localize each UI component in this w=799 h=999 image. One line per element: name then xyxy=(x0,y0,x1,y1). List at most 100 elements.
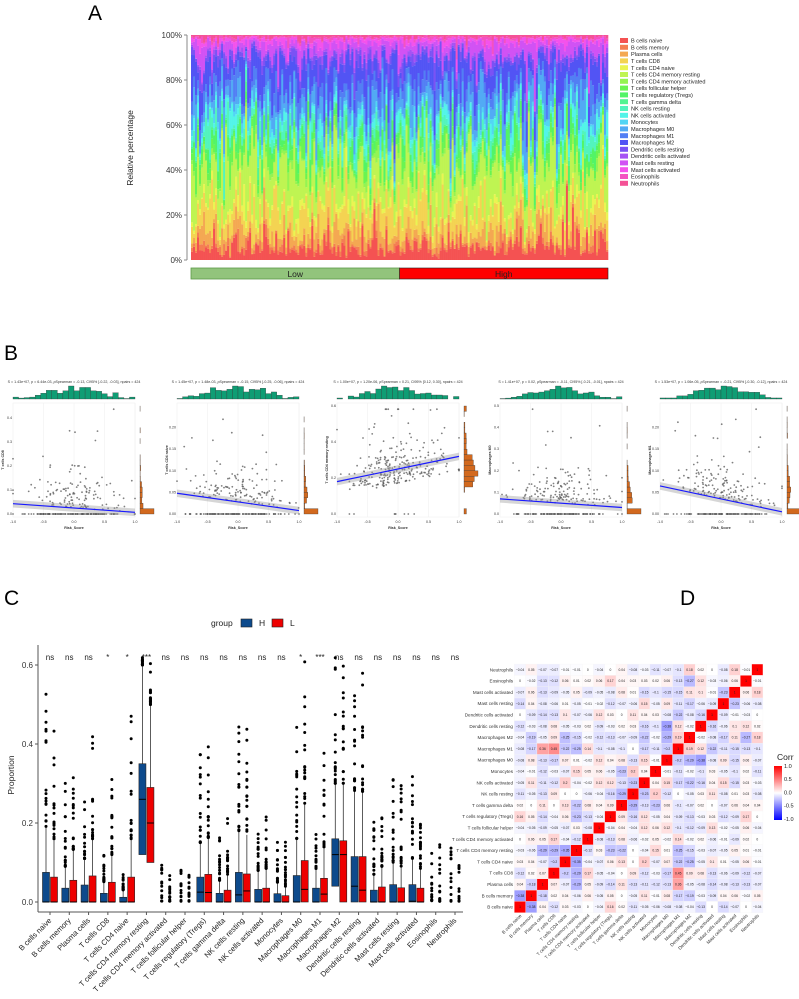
bar-segment xyxy=(569,150,573,153)
bar-segment xyxy=(323,184,326,206)
bar-segment xyxy=(305,173,308,180)
bar-segment xyxy=(435,165,438,169)
bar-segment xyxy=(557,168,561,175)
bar-segment xyxy=(427,184,430,203)
bar-segment xyxy=(519,199,523,226)
bar-segment xyxy=(245,48,248,52)
bar-segment xyxy=(465,245,468,260)
bar-segment xyxy=(255,35,258,37)
bar-segment xyxy=(421,95,424,98)
bar-segment xyxy=(537,50,541,59)
bar-segment xyxy=(235,176,238,190)
bar-segment xyxy=(421,192,424,222)
bar-segment xyxy=(411,177,414,188)
bar-segment xyxy=(297,72,300,104)
bar-segment xyxy=(239,42,242,51)
bar-segment xyxy=(519,98,523,101)
bar-segment xyxy=(509,40,513,43)
bar-segment xyxy=(575,91,579,102)
bar-segment xyxy=(311,48,314,58)
bar-segment xyxy=(197,200,200,204)
bar-segment xyxy=(551,36,555,39)
bar-segment xyxy=(231,35,234,38)
bar-segment xyxy=(305,193,308,196)
bar-segment xyxy=(291,196,294,207)
bar-segment xyxy=(533,249,537,254)
bar-segment xyxy=(545,214,549,242)
bar-segment xyxy=(493,203,497,251)
bar-segment xyxy=(285,132,288,139)
bar-segment xyxy=(321,64,324,70)
bar-segment xyxy=(423,38,426,42)
bar-segment xyxy=(469,115,472,116)
bar-segment xyxy=(217,189,220,199)
bar-segment xyxy=(475,35,478,40)
bar-segment xyxy=(313,256,316,260)
bar-segment xyxy=(251,39,254,43)
bar-segment xyxy=(529,85,533,141)
bar-segment xyxy=(237,251,240,260)
bar-segment xyxy=(339,121,342,128)
bar-segment xyxy=(213,123,216,129)
bar-segment xyxy=(257,197,260,229)
bar-segment xyxy=(199,38,202,40)
bar-segment xyxy=(287,113,290,141)
bar-segment xyxy=(255,48,258,52)
bar-segment xyxy=(341,167,344,179)
bar-segment xyxy=(391,253,394,260)
bar-segment xyxy=(233,132,236,137)
bar-segment xyxy=(509,236,513,240)
bar-segment xyxy=(221,128,224,131)
bar-segment xyxy=(383,238,386,256)
bar-segment xyxy=(559,130,563,137)
bar-segment xyxy=(205,61,208,85)
bar-segment xyxy=(483,124,486,129)
bar-segment xyxy=(245,39,248,47)
bar-segment xyxy=(247,149,250,151)
bar-segment xyxy=(221,100,224,114)
bar-segment xyxy=(411,251,414,260)
bar-segment xyxy=(585,208,589,227)
bar-segment xyxy=(301,198,304,206)
bar-segment xyxy=(227,41,230,68)
bar-segment xyxy=(473,202,476,206)
bar-segment xyxy=(503,221,507,229)
bar-segment xyxy=(233,61,236,64)
bar-segment xyxy=(419,56,422,60)
bar-segment xyxy=(587,93,591,107)
bar-segment xyxy=(241,249,244,260)
bar-segment xyxy=(355,188,358,220)
bar-segment xyxy=(229,137,232,147)
bar-segment xyxy=(397,158,400,183)
bar-segment xyxy=(555,180,559,188)
bar-segment xyxy=(291,35,294,36)
data-point xyxy=(21,513,24,515)
bar-segment xyxy=(591,35,595,40)
bar-segment xyxy=(606,151,609,164)
legend-label: Dendritic cells activated xyxy=(631,154,690,160)
bar-segment xyxy=(543,44,547,54)
bar-segment xyxy=(553,226,557,229)
bar-segment xyxy=(597,46,601,54)
bar-segment xyxy=(443,80,446,102)
bar-segment xyxy=(345,114,348,117)
bar-segment xyxy=(549,43,553,49)
bar-segment xyxy=(433,90,436,136)
bar-segment xyxy=(431,90,434,95)
bar-segment xyxy=(603,159,607,161)
bar-segment xyxy=(403,199,406,207)
bar-segment xyxy=(505,251,509,256)
bar-segment xyxy=(603,107,607,135)
bar-segment xyxy=(569,133,573,151)
bar-segment xyxy=(207,180,210,186)
bar-segment xyxy=(275,40,278,49)
bar-segment xyxy=(521,168,525,171)
bar-segment xyxy=(293,121,296,126)
bar-segment xyxy=(205,57,208,62)
bar-segment xyxy=(401,252,404,260)
bar-segment xyxy=(349,125,352,133)
bar-segment xyxy=(309,191,312,196)
bar-segment xyxy=(453,248,456,260)
bar-segment xyxy=(583,229,587,238)
bar-segment xyxy=(503,228,507,234)
